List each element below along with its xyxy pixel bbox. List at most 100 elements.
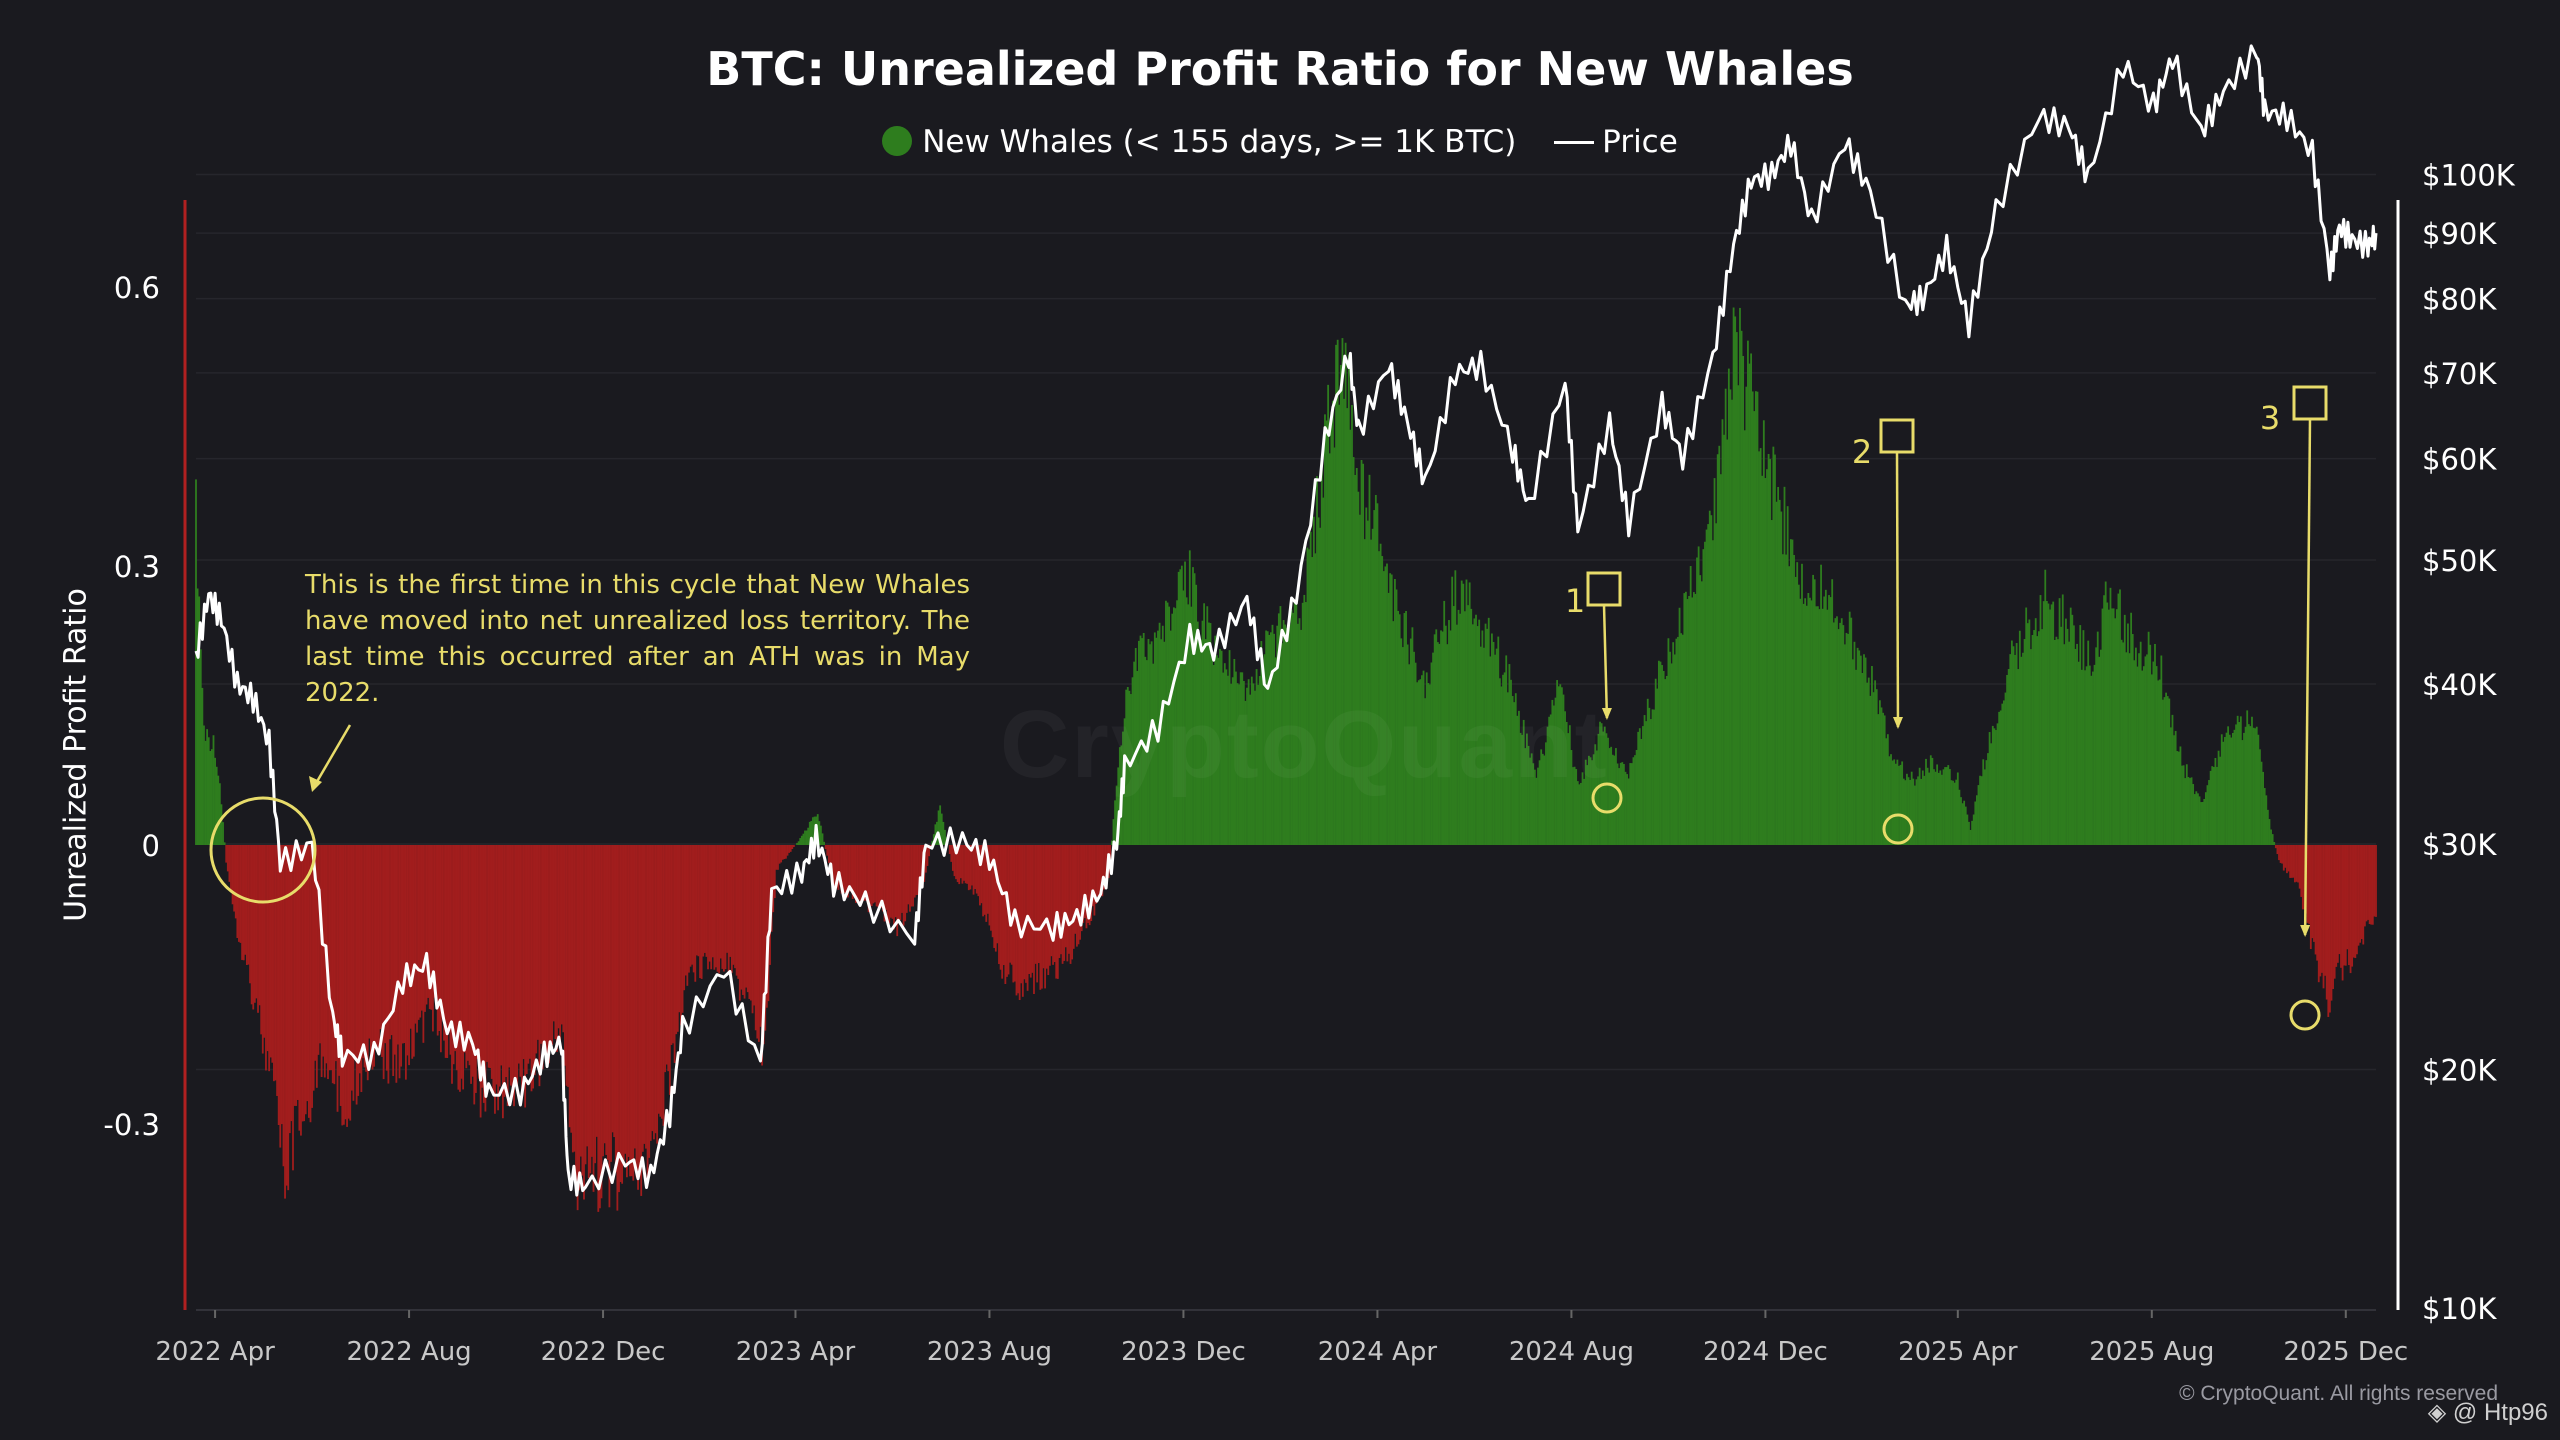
ratio-bar — [1386, 563, 1388, 845]
ratio-bar — [362, 845, 364, 1059]
ratio-bar — [459, 845, 461, 1092]
ratio-bar — [1589, 757, 1592, 845]
ratio-bar — [1422, 670, 1425, 845]
ratio-bar — [390, 845, 393, 1036]
ratio-bar — [1680, 633, 1683, 845]
ratio-bar — [979, 845, 981, 906]
ratio-bar — [805, 830, 808, 845]
ratio-bar — [273, 845, 275, 1082]
ratio-bar — [1451, 576, 1454, 845]
y-right-tick-label: $40K — [2422, 668, 2497, 702]
ratio-bar — [788, 845, 790, 853]
legend-item-new-whales[interactable]: New Whales (< 155 days, >= 1K BTC) — [882, 124, 1516, 160]
ratio-bar — [1665, 675, 1668, 845]
ratio-bar — [1079, 845, 1081, 940]
ratio-bar — [317, 845, 320, 1055]
ratio-bar — [416, 845, 418, 1033]
ratio-bar — [1863, 654, 1865, 845]
ratio-bar — [1699, 575, 1702, 845]
ratio-bar — [1319, 527, 1322, 845]
ratio-bar — [1390, 574, 1393, 845]
ratio-bar — [730, 845, 733, 973]
ratio-bar — [2092, 671, 2094, 845]
x-tick-label: 2025 Aug — [2089, 1337, 2214, 1367]
ratio-bar — [1219, 649, 1221, 845]
ratio-bar — [2177, 751, 2180, 845]
ratio-bar — [622, 845, 625, 1166]
ratio-bar — [422, 845, 425, 1043]
ratio-bar — [657, 845, 660, 1114]
ratio-bar — [397, 845, 399, 1045]
ratio-bar — [645, 845, 647, 1149]
ratio-bar — [471, 845, 474, 1077]
ratio-bar — [940, 813, 943, 845]
ratio-bar — [1622, 764, 1625, 845]
ratio-bar — [1163, 641, 1166, 845]
ratio-bar — [1130, 694, 1132, 845]
ratio-bar — [605, 845, 608, 1155]
legend-line-icon — [1554, 140, 1595, 144]
legend-item-price[interactable]: Price — [1554, 124, 1678, 160]
ratio-bar — [490, 845, 493, 1079]
ratio-bar — [2158, 679, 2161, 845]
ratio-bar — [2007, 669, 2010, 845]
ratio-bar — [2131, 634, 2134, 845]
ratio-bar — [1489, 656, 1492, 845]
ratio-bar — [1438, 643, 1441, 845]
ratio-bar — [211, 749, 213, 845]
ratio-bar — [1239, 672, 1242, 845]
ratio-bar — [2057, 639, 2059, 845]
ratio-bar — [2292, 845, 2295, 878]
ratio-bar — [2088, 665, 2091, 845]
ratio-bar — [2103, 595, 2105, 845]
ratio-bar — [683, 845, 686, 991]
ratio-bar — [1109, 845, 1112, 860]
ratio-bar — [1546, 726, 1549, 845]
marker-arrow-head-2 — [1892, 717, 1903, 729]
ratio-bar — [2065, 618, 2067, 845]
ratio-bar — [1192, 567, 1194, 845]
ratio-bar — [417, 845, 420, 1020]
ratio-bar — [1734, 316, 1737, 845]
ratio-bar — [2314, 845, 2317, 955]
ratio-bar — [1893, 759, 1896, 845]
ratio-bar — [1759, 448, 1762, 845]
ratio-bar — [1610, 746, 1613, 845]
ratio-bar — [2018, 630, 2021, 845]
ratio-bar — [1769, 459, 1772, 845]
ratio-bar — [1153, 632, 1156, 845]
ratio-bar — [2045, 600, 2048, 845]
ratio-bar — [1513, 702, 1516, 845]
ratio-bar — [1279, 606, 1282, 845]
ratio-bar — [2082, 630, 2085, 845]
ratio-bar — [1518, 710, 1520, 845]
ratio-bar — [2141, 670, 2144, 845]
ratio-bar — [1575, 769, 1578, 845]
ratio-bar — [366, 845, 369, 1081]
ratio-bar — [2077, 661, 2080, 845]
ratio-bar — [1228, 650, 1231, 845]
ratio-bar — [1735, 332, 1738, 845]
ratio-bar — [711, 845, 714, 958]
ratio-bar — [823, 841, 825, 845]
ratio-bar — [1301, 602, 1304, 845]
ratio-bar — [2125, 652, 2128, 845]
ratio-bar — [1047, 845, 1050, 976]
ratio-bar — [2001, 703, 2004, 845]
ratio-bar — [1891, 760, 1894, 845]
ratio-bar — [977, 845, 980, 897]
ratio-bar — [1906, 773, 1908, 845]
ratio-bar — [1021, 845, 1024, 997]
ratio-bar — [772, 845, 775, 913]
ratio-bar — [587, 845, 590, 1179]
ratio-bar — [1605, 733, 1608, 845]
ratio-bar — [1615, 748, 1617, 845]
ratio-bar — [748, 845, 751, 999]
ratio-bar — [2068, 641, 2071, 845]
marker-arrow-head-3 — [2300, 925, 2311, 937]
ratio-bar — [1675, 638, 1678, 845]
ratio-bar — [2239, 716, 2242, 845]
ratio-bar — [1708, 510, 1711, 845]
author-handle: ◈ @ Htp96 — [2427, 1399, 2548, 1426]
ratio-bar — [411, 845, 414, 1059]
